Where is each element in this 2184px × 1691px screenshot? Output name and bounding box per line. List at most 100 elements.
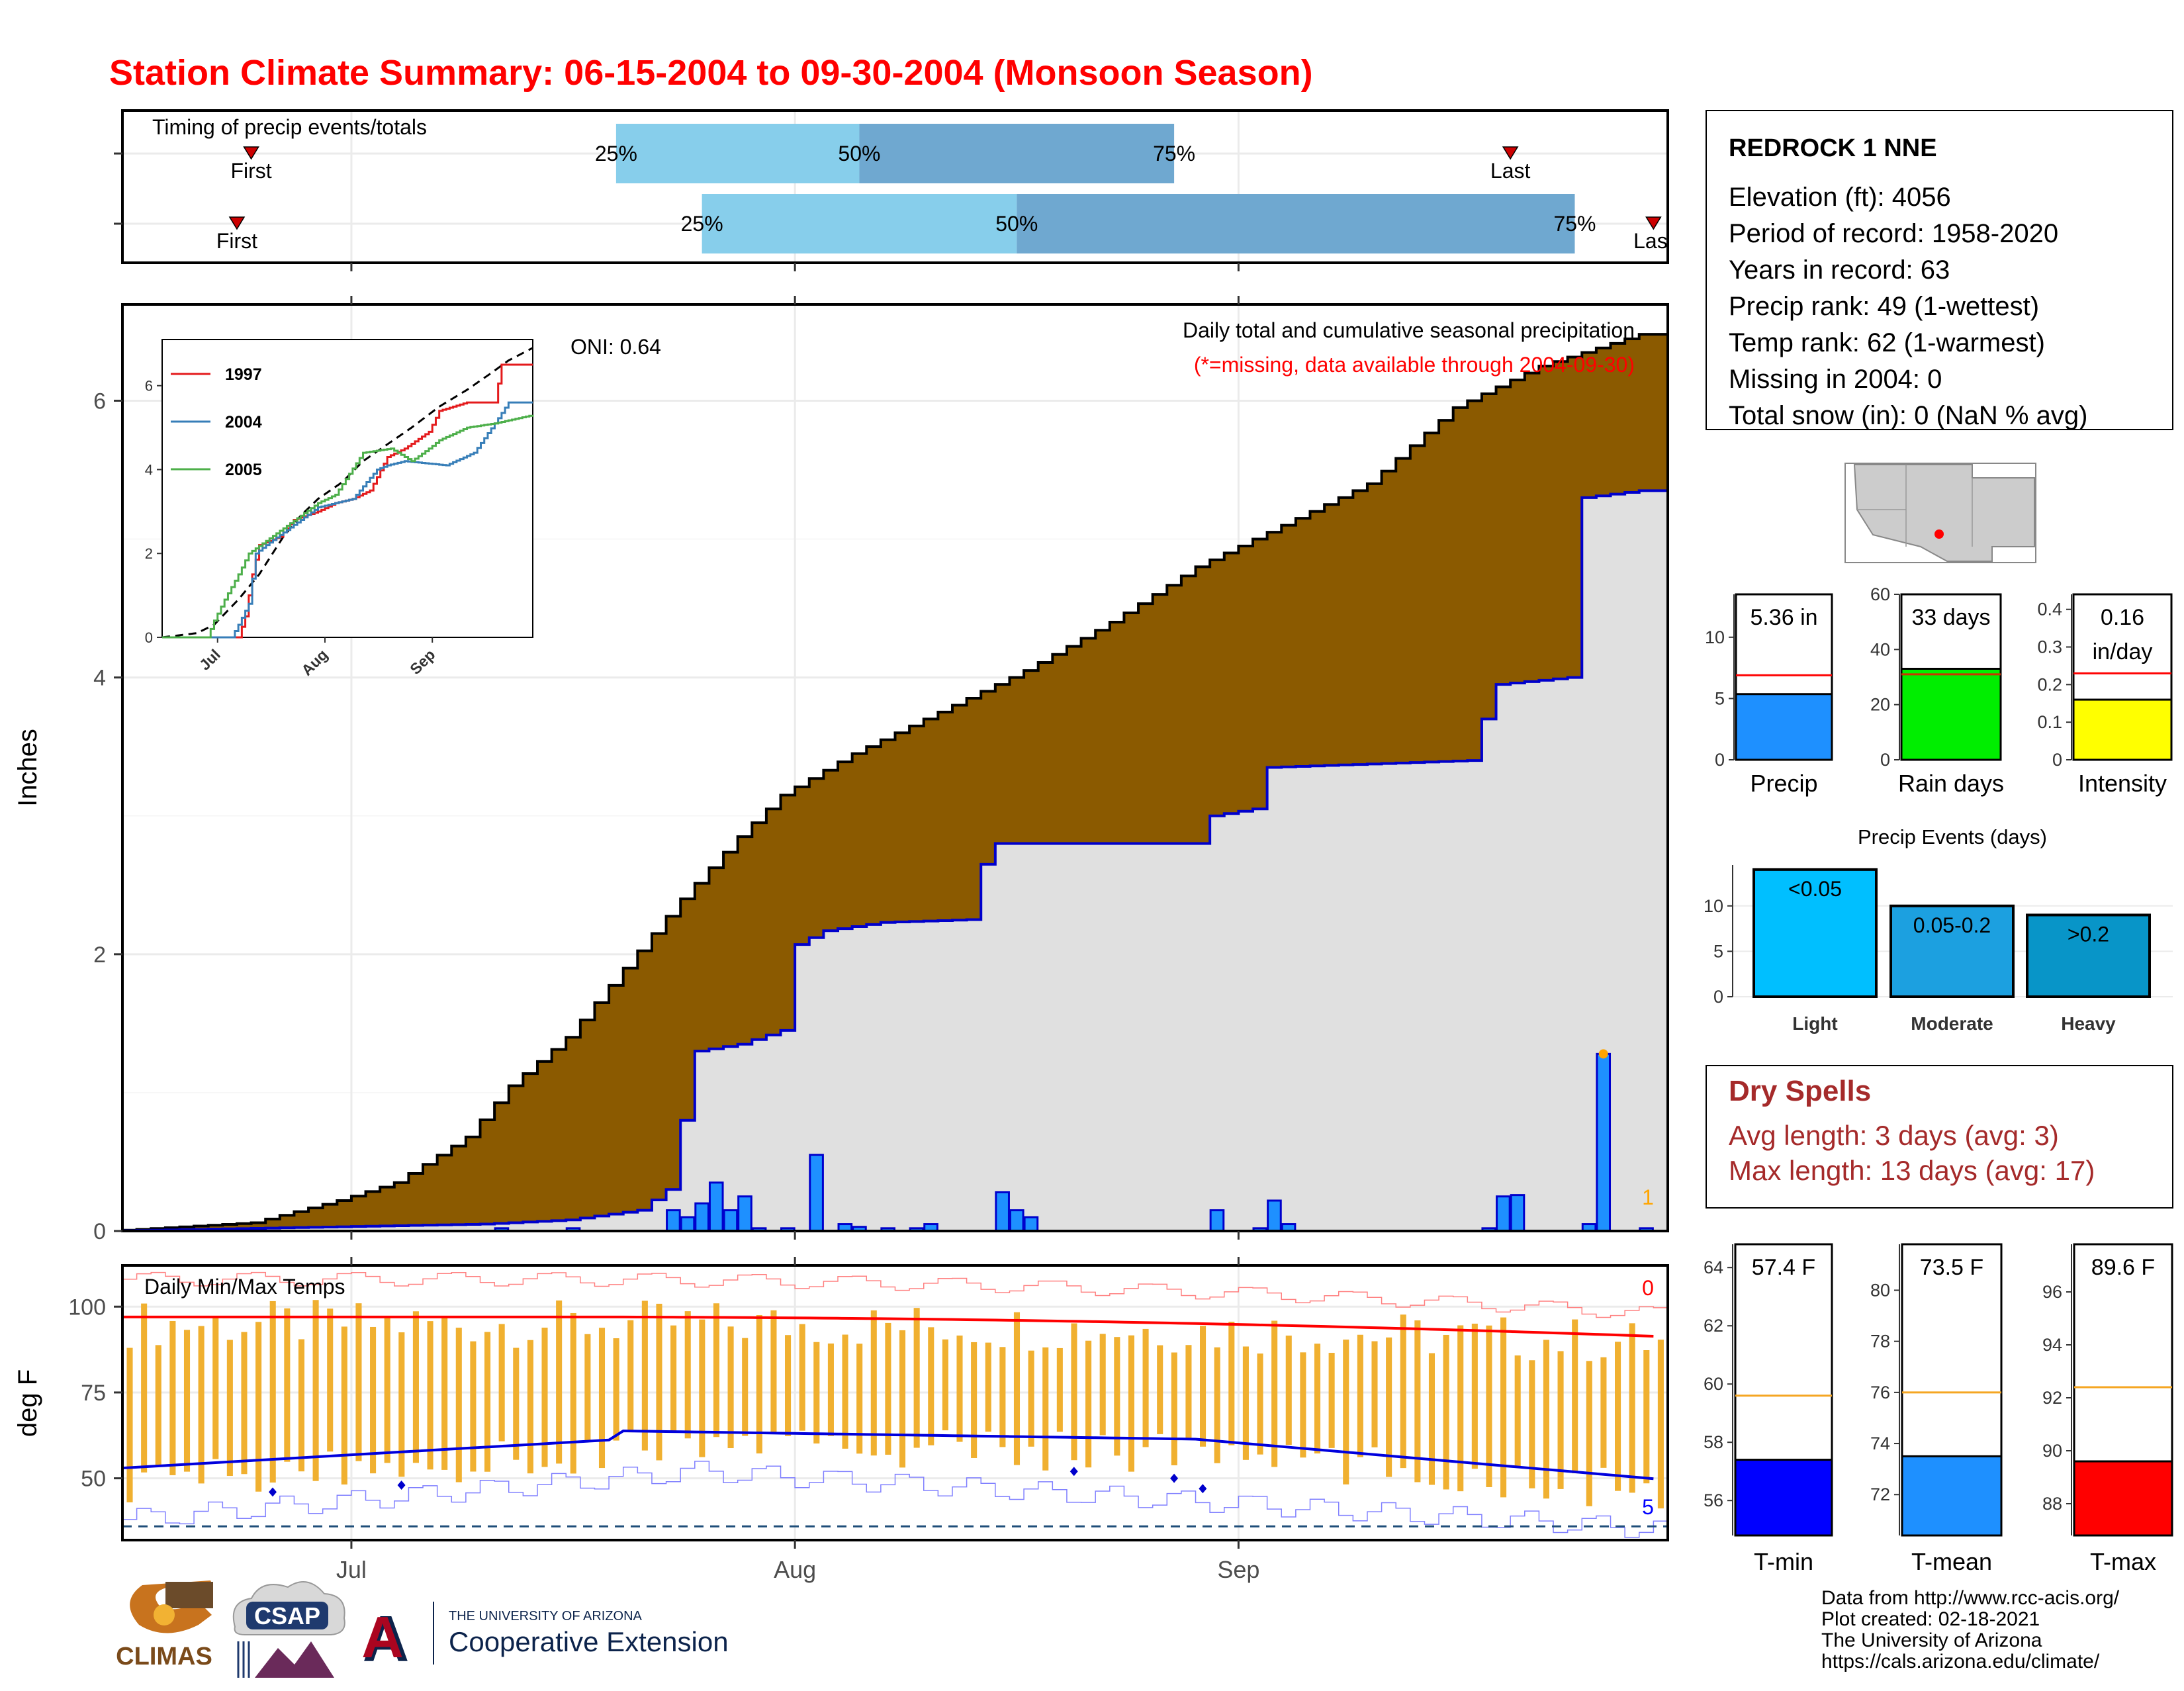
inset-legend: 1997 2004 2005 (171, 365, 262, 479)
daily-temp-bar (527, 1340, 533, 1474)
summary-ytick-label: 10 (1705, 627, 1725, 647)
temp-summary-ytick-label: 92 (2042, 1388, 2062, 1408)
events-category-label: Light (1792, 1013, 1837, 1034)
daily-temp-bar (1257, 1353, 1263, 1455)
temp-summary-ytick-label: 90 (2042, 1441, 2062, 1461)
temp-summary-label: T-max (2090, 1548, 2156, 1575)
daily-temp-bar (470, 1341, 477, 1472)
station-info-line: Temp rank: 62 (1-warmest) (1729, 328, 2045, 357)
avg-tmin-line (122, 1430, 1654, 1481)
daily-precip-bar (666, 1209, 681, 1232)
daily-temp-bar (183, 1330, 191, 1472)
daily-temp-bar (1214, 1347, 1220, 1463)
daily-temp-bar (813, 1342, 820, 1444)
summary-ytick-label: 0.3 (2037, 637, 2062, 657)
temp-summary-ytick-label: 76 (1870, 1383, 1890, 1402)
timing-marks: Avg 25% 50% 75% First Last 2004 25% 50% 75% First L… (216, 124, 1666, 253)
daily-temp-bar (513, 1348, 520, 1460)
daily-temp-bar (1242, 1346, 1249, 1460)
record-low-marker (1199, 1484, 1207, 1494)
oni-label: ONI: 0.64 (570, 335, 661, 359)
precip-panel: 0 2 4 6 Inches Daily total and cumulative s… (13, 296, 1669, 1244)
timing-bar-50-75 (859, 124, 1175, 183)
daily-temp-bar (971, 1342, 978, 1458)
events-bar-label: >0.2 (2068, 922, 2109, 946)
daily-temp-bar (1471, 1323, 1478, 1469)
footer-line: https://cals.arizona.edu/climate/ (1821, 1651, 2100, 1672)
avg-cumulative-line (121, 333, 1668, 1232)
record-high-line (122, 1271, 1668, 1318)
daily-temp-bar (498, 1324, 505, 1441)
timing-title: Timing of precip events/totals (152, 115, 427, 139)
daily-temp-bar (1099, 1334, 1106, 1436)
temp-summary-value-bar (2073, 1460, 2173, 1537)
daily-temp-bar (1428, 1353, 1435, 1485)
events-bar (1752, 868, 1878, 998)
daily-temp-bar (1300, 1352, 1306, 1458)
daily-temp-bar (670, 1325, 677, 1432)
summary-value-bar (1735, 693, 1833, 761)
inset-legend-label: 2005 (225, 461, 262, 479)
temp-marks (122, 1271, 1668, 1538)
daily-temp-bar (1414, 1320, 1421, 1483)
temp-count-top: 0 (1642, 1276, 1654, 1300)
daily-temp-bar (1042, 1347, 1049, 1471)
precip-ylabel: Inches (13, 729, 42, 807)
daily-temp-bar (1657, 1340, 1664, 1509)
daily-temp-bar (1228, 1322, 1235, 1445)
station-name: REDROCK 1 NNE (1729, 134, 1937, 162)
daily-temp-bar (885, 1322, 891, 1455)
daily-temp-bar (1071, 1323, 1077, 1461)
station-info-line: Total snow (in): 0 (NaN % avg) (1729, 401, 2087, 430)
daily-temp-bar (942, 1339, 948, 1431)
inset-ytick-label: 6 (145, 378, 153, 394)
daily-temp-bar (1343, 1340, 1349, 1485)
temp-summary-ytick-label: 58 (1704, 1432, 1723, 1452)
summary-value-label: 0.16 in/day (2093, 605, 2153, 664)
daily-temp-bar (212, 1318, 219, 1459)
temp-count-bottom: 5 (1642, 1495, 1654, 1519)
temp-ytick-label: 75 (81, 1381, 106, 1406)
daily-temp-bar (327, 1308, 334, 1452)
daily-temp-bar (1171, 1352, 1177, 1465)
climas-sun (154, 1604, 175, 1625)
summary-ytick-label: 0 (2052, 750, 2062, 770)
timing-bar-25-50 (615, 124, 860, 183)
daily-temp-bar (570, 1312, 576, 1474)
page-title: Station Climate Summary: 06-15-2004 to 0… (109, 53, 1313, 93)
daily-temp-bar (1328, 1353, 1335, 1448)
timing-label-25: 25% (681, 212, 723, 236)
daily-temp-bar (1557, 1351, 1564, 1489)
precip-ytick-label: 6 (93, 388, 106, 414)
inset-legend-label: 1997 (225, 365, 262, 384)
daily-temp-bar (1615, 1342, 1621, 1491)
temp-panel: 50 75 100 Daily Min/Max Temps 0 5 deg F Ju… (13, 1257, 1669, 1583)
station-info-line: Elevation (ft): 4056 (1729, 183, 1951, 212)
daily-temp-bar (455, 1328, 462, 1483)
precip-panel-title: Daily total and cumulative seasonal prec… (1183, 318, 1635, 342)
record-low-marker (397, 1481, 406, 1490)
daily-temp-bar (1085, 1340, 1092, 1468)
daily-temp-bar (584, 1334, 591, 1441)
temp-summary-value-label: 89.6 F (2091, 1255, 2155, 1280)
inset-series-line (162, 414, 534, 639)
daily-temp-bar (856, 1344, 863, 1454)
temp-summary-value-label: 57.4 F (1752, 1255, 1815, 1280)
daily-temp-bar (1371, 1341, 1378, 1447)
summary-ytick-label: 0.4 (2037, 600, 2062, 619)
daily-temp-bar (370, 1326, 377, 1474)
daily-temp-bar (141, 1303, 148, 1473)
daily-temp-bar (899, 1330, 906, 1468)
summary-value-bar (1900, 668, 2002, 761)
timing-bar-50-75 (1017, 194, 1575, 253)
summary-ytick-label: 20 (1870, 695, 1890, 715)
events-bar-label: 0.05-0.2 (1913, 913, 1991, 937)
precip-panel-subtitle: (*=missing, data available through 2004-… (1194, 353, 1635, 377)
daily-precip-bar (1209, 1209, 1225, 1232)
timing-bar-25-50 (702, 194, 1017, 253)
daily-precip-bar (1596, 1052, 1612, 1232)
temp-summary-value-bar (1734, 1459, 1833, 1537)
month-tick-label: Jul (336, 1556, 367, 1583)
daily-temp-bar (613, 1338, 619, 1441)
